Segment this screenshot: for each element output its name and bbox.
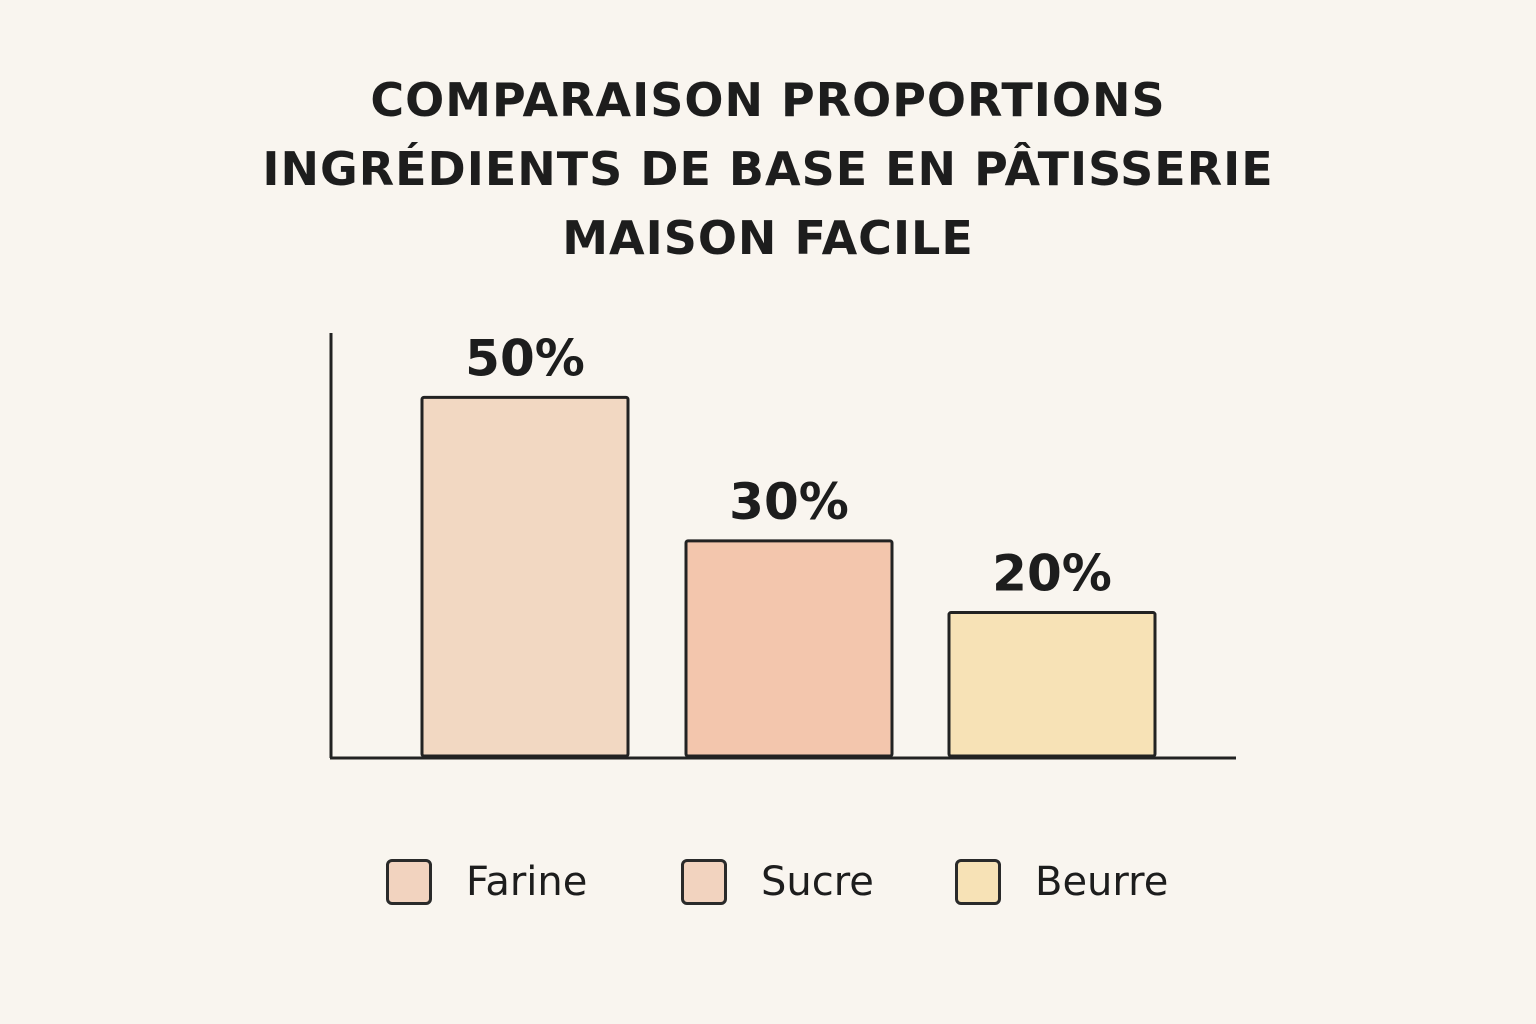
legend-swatch-sucre <box>681 859 727 905</box>
bar-value-label-sucre: 30% <box>729 473 849 531</box>
legend-label-farine: Farine <box>466 859 588 905</box>
legend-label-sucre: Sucre <box>761 859 874 905</box>
bars-group: 50% 30% 20% <box>420 329 1157 758</box>
bar-beurre <box>947 611 1157 758</box>
chart-title-line-2: INGRÉDIENTS DE BASE EN PÂTISSERIE <box>262 142 1274 196</box>
chart-title: COMPARAISON PROPORTIONS INGRÉDIENTS DE B… <box>0 66 1536 273</box>
bar-sucre <box>684 539 894 758</box>
legend-swatch-farine <box>386 859 432 905</box>
legend-swatch-beurre <box>955 859 1001 905</box>
legend: Farine Sucre Beurre <box>0 852 1536 912</box>
legend-item-sucre: Sucre <box>681 852 874 912</box>
bar-value-label-farine: 50% <box>465 329 585 387</box>
bar-value-label-beurre: 20% <box>992 545 1112 603</box>
chart-title-line-1: COMPARAISON PROPORTIONS <box>370 73 1166 127</box>
bar-farine <box>420 395 630 758</box>
legend-item-farine: Farine <box>386 852 587 912</box>
legend-item-beurre: Beurre <box>955 852 1168 912</box>
legend-label-beurre: Beurre <box>1035 859 1169 905</box>
chart-title-line-3: MAISON FACILE <box>562 211 974 265</box>
